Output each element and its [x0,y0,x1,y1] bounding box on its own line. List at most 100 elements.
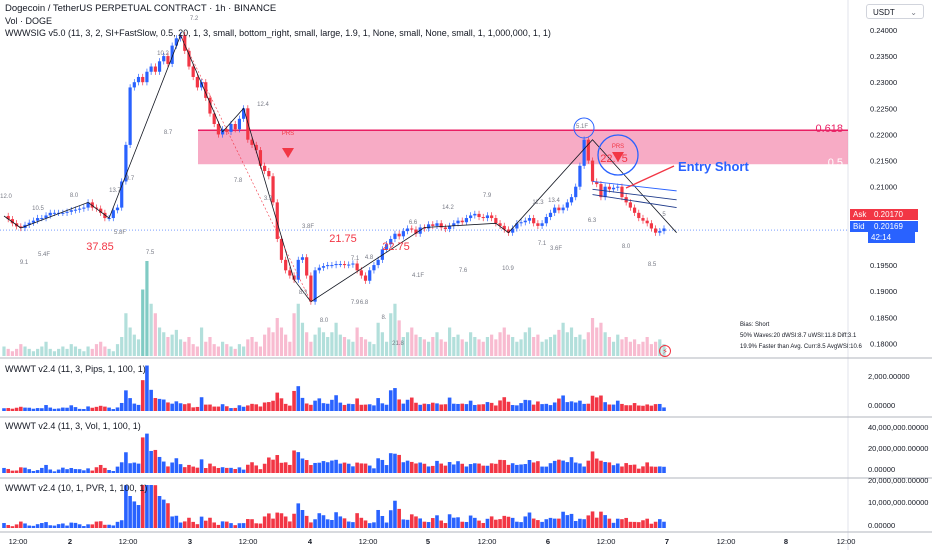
volume-bar [498,332,502,356]
volume-bar [452,337,456,356]
indicator-bar [241,406,246,411]
indicator-bar [435,460,439,473]
indicator-bar [426,404,431,411]
candle-body [132,82,136,88]
volume-bar [569,327,574,356]
indicator-bar [372,522,376,528]
volume-bar [431,337,435,356]
indicator-bar [342,462,347,473]
indicator-bar [527,512,532,528]
indicator-bar [334,395,338,411]
indicator-bar [628,464,633,473]
volume-bar [359,337,363,356]
indicator-bar [174,458,179,473]
candle-body [145,71,149,83]
wave-number: 5 [662,212,666,218]
indicator-bar [527,459,532,473]
currency-button[interactable]: USDT ⌄ [866,4,924,19]
indicator-bar [384,522,389,528]
indicator-bar [246,405,250,411]
indicator-bar [355,513,359,528]
candle-body [574,186,578,198]
indicator-bar [86,524,90,528]
indicator-bar [523,399,528,411]
volume-bar [317,327,321,356]
x-tick-label: 12:00 [119,537,138,546]
indicator-bar [86,406,90,411]
volume-bar [607,337,611,356]
volume-bar [342,337,347,356]
indicator-bar [153,485,158,528]
indicator-bar [296,386,301,411]
indicator-bar [216,406,221,411]
candle-body [481,217,485,219]
indicator-bar [86,468,90,473]
volume-bar [78,348,82,356]
candle-body [342,264,347,266]
indicator-bar [657,466,662,473]
lightning-icon[interactable]: ⚡ [659,345,671,357]
wave-count-label: 22.75 [600,153,628,165]
indicator-bar [149,389,153,411]
indicator-bar [439,520,443,528]
candle-body [590,160,595,182]
candle-body [69,210,73,212]
candle-body [620,186,624,198]
candle-body [582,139,586,166]
indicator-bar [212,522,216,528]
indicator-bar [603,462,607,473]
volume-bar [616,334,620,356]
indicator-bar [636,468,641,473]
indicator-bar [52,525,57,528]
candle-body [36,218,40,221]
volume-bar [254,341,258,356]
candle-body [153,66,157,72]
indicator-bar [225,521,229,528]
volume-bar [216,346,220,356]
indicator-bar [447,462,452,473]
candle-body [65,211,69,213]
volume-bar [502,327,506,356]
indicator-bar [620,519,624,528]
indicator-bar [271,518,275,528]
indicator-bar [397,399,401,411]
volume-bar [523,332,527,356]
indicator-bar [111,471,116,473]
indicator-bar [628,521,633,528]
indicator-bar [531,404,536,411]
candle-body [216,124,220,135]
indicator-bar [519,522,523,528]
volume-bar [157,327,162,356]
wave-number: 5.4F [38,252,50,258]
candle-body [477,213,481,218]
volume-bar [544,339,548,356]
volume-bar [69,344,73,356]
candle-body [288,270,292,276]
volume-bar [309,341,313,356]
volume-legend: Vol · DOGE [5,16,53,26]
projection-dashed [180,35,312,302]
candle-body [90,202,94,208]
volume-bar [296,303,300,356]
indicator-bar [582,466,586,473]
indicator-bar [611,404,616,411]
indicator-bar [456,461,460,473]
indicator-bar [569,457,574,473]
volume-bar [380,332,384,356]
indicator-bar [136,463,141,473]
indicator-bar [325,403,330,411]
volume-bar [490,334,494,356]
volume-bar [237,344,242,356]
volume-bar [330,332,334,356]
y-tick-label: 0.24000 [870,26,897,35]
volume-bar [464,341,469,356]
indicator-bar [124,485,128,528]
indicator-bar [485,518,490,528]
indicator-bar [237,467,242,473]
indicator-bar [536,401,540,411]
indicator-bar [372,468,376,473]
volume-bar [338,334,342,356]
indicator-bar [346,521,351,528]
